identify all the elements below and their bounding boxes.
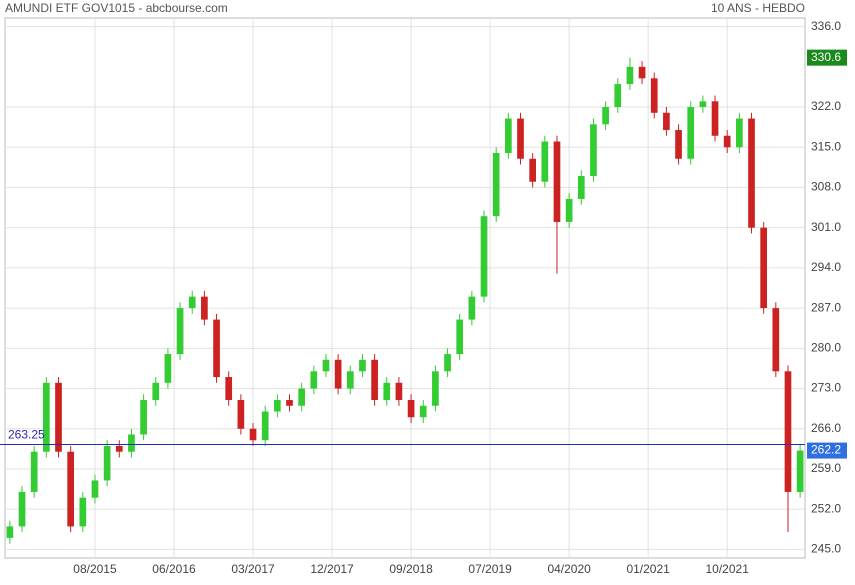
candle-body bbox=[675, 130, 682, 159]
candle-body bbox=[128, 434, 135, 452]
x-tick-label: 07/2019 bbox=[468, 562, 512, 576]
candle-body bbox=[444, 354, 451, 372]
candle-body bbox=[91, 480, 99, 498]
candle-body bbox=[30, 451, 38, 492]
plot-area bbox=[4, 17, 806, 559]
candle-body bbox=[359, 359, 366, 372]
candle-body bbox=[6, 526, 14, 538]
y-tick-label: 273.0 bbox=[811, 381, 841, 395]
candle-body bbox=[225, 377, 233, 401]
x-tick-label: 04/2020 bbox=[547, 562, 591, 576]
y-tick-label: 315.0 bbox=[811, 139, 841, 153]
candle-body bbox=[67, 451, 74, 527]
candle-body bbox=[638, 66, 646, 79]
last-marker-label: 262.2 bbox=[811, 443, 841, 457]
x-tick-label: 03/2017 bbox=[231, 562, 275, 576]
candle-body bbox=[796, 450, 804, 492]
candle-body bbox=[650, 78, 658, 113]
candle-body bbox=[626, 66, 634, 85]
candle-body bbox=[529, 158, 537, 182]
candle-body bbox=[103, 445, 111, 481]
y-tick-label: 301.0 bbox=[811, 220, 841, 234]
candle-body bbox=[468, 296, 476, 320]
chart-title: AMUNDI ETF GOV1015 - abcbourse.com bbox=[5, 1, 228, 15]
candle-body bbox=[140, 400, 147, 435]
candle-body bbox=[286, 400, 293, 406]
max-marker bbox=[807, 49, 847, 66]
chart-subtitle: 10 ANS - HEBDO bbox=[711, 1, 805, 15]
candle-body bbox=[541, 141, 549, 182]
candle-body bbox=[419, 405, 427, 418]
candle-body bbox=[492, 153, 500, 217]
candle-body bbox=[79, 497, 87, 527]
candle-body bbox=[517, 118, 524, 159]
candle-body bbox=[699, 101, 707, 108]
candle-body bbox=[334, 359, 342, 389]
candle-body bbox=[590, 124, 597, 176]
candle-body bbox=[736, 118, 743, 148]
x-tick-label: 10/2021 bbox=[705, 562, 749, 576]
candle-body bbox=[723, 135, 731, 148]
x-tick-label: 06/2016 bbox=[152, 562, 196, 576]
x-tick-label: 01/2021 bbox=[626, 562, 670, 576]
y-tick-label: 266.0 bbox=[811, 421, 841, 435]
last-marker bbox=[807, 442, 847, 459]
candle-body bbox=[176, 308, 184, 355]
candle-body bbox=[663, 112, 670, 131]
y-tick-label: 245.0 bbox=[811, 542, 841, 556]
candle-body bbox=[432, 371, 439, 406]
candle-body bbox=[577, 175, 585, 199]
candle-body bbox=[395, 382, 403, 401]
candle-body bbox=[748, 118, 755, 228]
max-marker-label: 330.6 bbox=[811, 50, 841, 64]
candle-body bbox=[322, 359, 330, 372]
candle-body bbox=[346, 371, 354, 389]
x-tick-label: 08/2015 bbox=[73, 562, 117, 576]
y-tick-label: 287.0 bbox=[811, 300, 841, 314]
y-tick-label: 322.0 bbox=[811, 99, 841, 113]
candle-body bbox=[371, 359, 378, 401]
candle-body bbox=[188, 296, 196, 309]
candle-body bbox=[115, 445, 123, 452]
candle-body bbox=[480, 216, 488, 297]
candle-body bbox=[687, 107, 695, 159]
candle-body bbox=[407, 400, 415, 418]
candle-body bbox=[249, 428, 257, 441]
candle-body bbox=[602, 107, 609, 125]
candle-body bbox=[565, 198, 573, 222]
candle-body bbox=[456, 319, 464, 355]
reference-label: 263.25 bbox=[8, 428, 45, 442]
y-tick-label: 336.0 bbox=[811, 19, 841, 33]
y-tick-label: 252.0 bbox=[811, 501, 841, 515]
candle-body bbox=[237, 400, 245, 429]
x-tick-label: 09/2018 bbox=[389, 562, 433, 576]
candle-body bbox=[152, 382, 160, 401]
candle-body bbox=[273, 400, 281, 412]
candle-body bbox=[772, 308, 780, 372]
candle-body bbox=[505, 118, 512, 153]
y-tick-label: 259.0 bbox=[811, 461, 841, 475]
candle-body bbox=[42, 382, 50, 452]
candle-body bbox=[784, 371, 792, 492]
candle-body bbox=[164, 354, 172, 383]
candle-body bbox=[55, 382, 62, 452]
candle-body bbox=[261, 411, 269, 441]
candle-body bbox=[614, 84, 622, 108]
candle-body bbox=[711, 101, 719, 136]
candle-body bbox=[760, 227, 768, 309]
candle-body bbox=[18, 491, 26, 527]
candle-body bbox=[310, 371, 318, 389]
y-tick-label: 308.0 bbox=[811, 180, 841, 194]
candle-body bbox=[383, 382, 391, 401]
candle-body bbox=[298, 388, 305, 406]
y-tick-label: 294.0 bbox=[811, 260, 841, 274]
y-tick-label: 280.0 bbox=[811, 340, 841, 354]
candle-body bbox=[213, 319, 220, 378]
candle-body bbox=[553, 141, 561, 222]
x-tick-label: 12/2017 bbox=[310, 562, 354, 576]
candle-body bbox=[201, 296, 208, 320]
